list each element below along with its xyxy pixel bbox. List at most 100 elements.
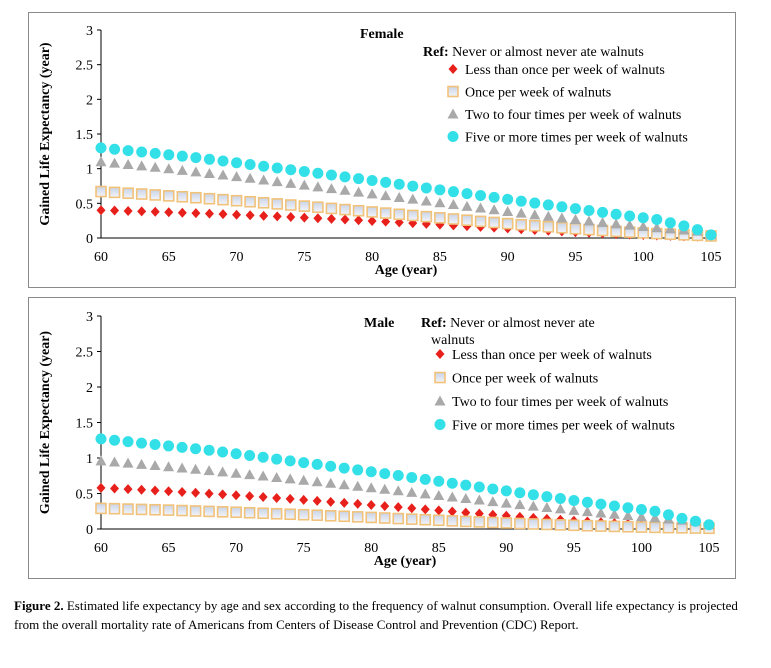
data-point [705,229,717,241]
data-point [217,169,229,180]
legend-ref-label: Ref: [423,45,449,60]
data-point [311,476,323,487]
legend-item: Two to four times per week of walnuts [434,395,668,410]
data-point [608,500,620,512]
legend-item: Five or more times per week of walnuts [434,419,675,434]
data-point [149,460,161,471]
data-point [392,470,404,482]
data-point [595,507,607,518]
data-point [109,434,121,446]
data-point [419,513,432,526]
data-point [460,493,472,504]
data-point [515,218,528,231]
data-point [366,206,378,218]
legend-label: Five or more times per week of walnuts [465,131,688,146]
data-point [217,193,229,206]
series-1 [95,185,717,242]
data-point [95,502,107,515]
data-point [203,192,216,205]
data-point [123,205,133,216]
data-point [230,194,243,207]
data-point [527,500,539,511]
female-chart: 0 0.5 1 1.5 2 2.5 3 60 65 70 75 80 85 90 95 100 105 Age (… [38,24,722,278]
data-point [366,500,376,511]
data-point [583,223,595,236]
data-point [637,220,649,231]
data-point [272,492,282,503]
series-2 [95,156,717,240]
x-tick-label: 75 [297,541,311,556]
data-point [420,182,432,194]
data-point [703,519,715,531]
data-point [515,195,527,207]
data-point [596,224,609,237]
data-point [258,492,268,503]
data-point [514,517,526,530]
data-point [339,497,349,508]
data-point [597,206,609,218]
data-point [366,174,378,186]
y-tick-label: 2 [86,93,93,108]
data-point [434,184,446,196]
data-point [515,207,527,218]
caption-text: Estimated life expectancy by age and sex… [14,598,738,632]
data-point [312,167,324,179]
data-point [312,201,324,214]
data-point [473,494,485,505]
data-point [461,188,473,200]
data-point [95,185,107,198]
data-point [474,215,487,228]
data-point [244,172,256,183]
x-tick-label: 100 [631,541,652,556]
data-point [651,222,663,233]
series-0 [96,205,716,242]
legend-item: Two to four times per week of walnuts [447,108,681,123]
data-point [527,518,540,530]
data-point [163,149,175,161]
data-point [324,509,337,522]
data-point [325,477,337,488]
data-point [95,142,107,154]
data-point [447,506,457,517]
legend-label: Two to four times per week of walnuts [465,108,681,123]
data-point [176,150,188,162]
data-point [231,171,243,182]
data-point [190,443,202,455]
data-point [554,503,566,514]
data-point [136,458,148,469]
data-point [447,186,459,198]
data-point [270,507,283,520]
y-axis-label: Gained Life Expectancy (year) [38,331,53,514]
data-point [108,186,121,199]
data-point [258,174,270,185]
data-point [340,214,350,225]
data-point [339,184,351,195]
data-point [190,463,202,474]
data-point [217,155,229,167]
data-point [108,502,121,515]
data-point [135,188,148,200]
data-point [325,460,337,472]
y-tick-label: 3 [86,24,93,39]
data-point [271,162,283,174]
data-point [257,507,269,520]
data-point [353,173,365,185]
data-point [257,451,269,463]
data-point [500,485,512,497]
data-point [352,204,365,217]
data-point [122,436,134,448]
series-3 [95,142,717,241]
legend-marker [434,371,446,384]
data-point [622,510,634,521]
x-tick-label: 100 [633,250,654,265]
data-point [502,206,514,217]
data-point [501,217,514,230]
data-point [446,515,459,527]
female-chart-panel: 0 0.5 1 1.5 2 2.5 3 60 65 70 75 80 85 90 95 100 105 Age (… [28,12,736,288]
data-point [258,160,270,172]
legend-marker [435,349,445,359]
data-point [312,495,322,506]
data-point [622,520,634,533]
data-point [365,466,377,478]
data-point [284,455,296,467]
